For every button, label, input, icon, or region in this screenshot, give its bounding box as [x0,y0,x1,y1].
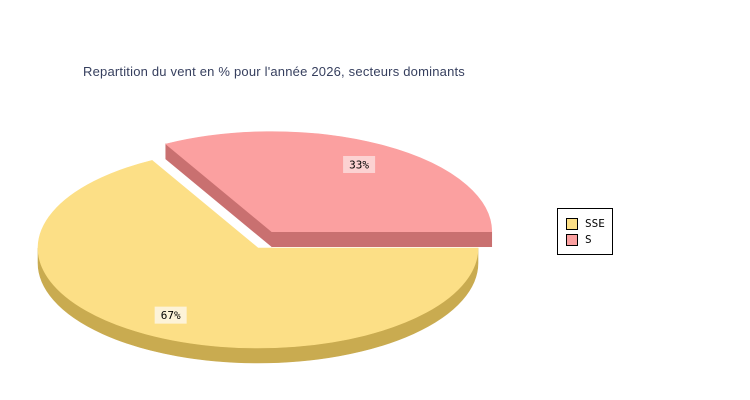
slice-label-bg [343,156,376,174]
legend-swatch-sse [566,217,578,230]
pie-slice-SSE [37,160,479,349]
legend-label-sse: SSE [585,217,605,230]
chart-title: Repartition du vent en % pour l'année 20… [83,64,466,79]
pie-slice-S [165,131,493,232]
legend-box: SSE S [557,208,613,255]
slice-label-bg [154,306,187,324]
pie-slice-S-side [271,231,493,247]
slice-label: 67% [161,309,181,322]
slice-label: 33% [349,159,369,172]
legend-item-s: S [566,233,612,246]
legend-item-sse: SSE [566,217,612,230]
legend-label-s: S [585,233,592,246]
legend-swatch-s [566,233,578,246]
